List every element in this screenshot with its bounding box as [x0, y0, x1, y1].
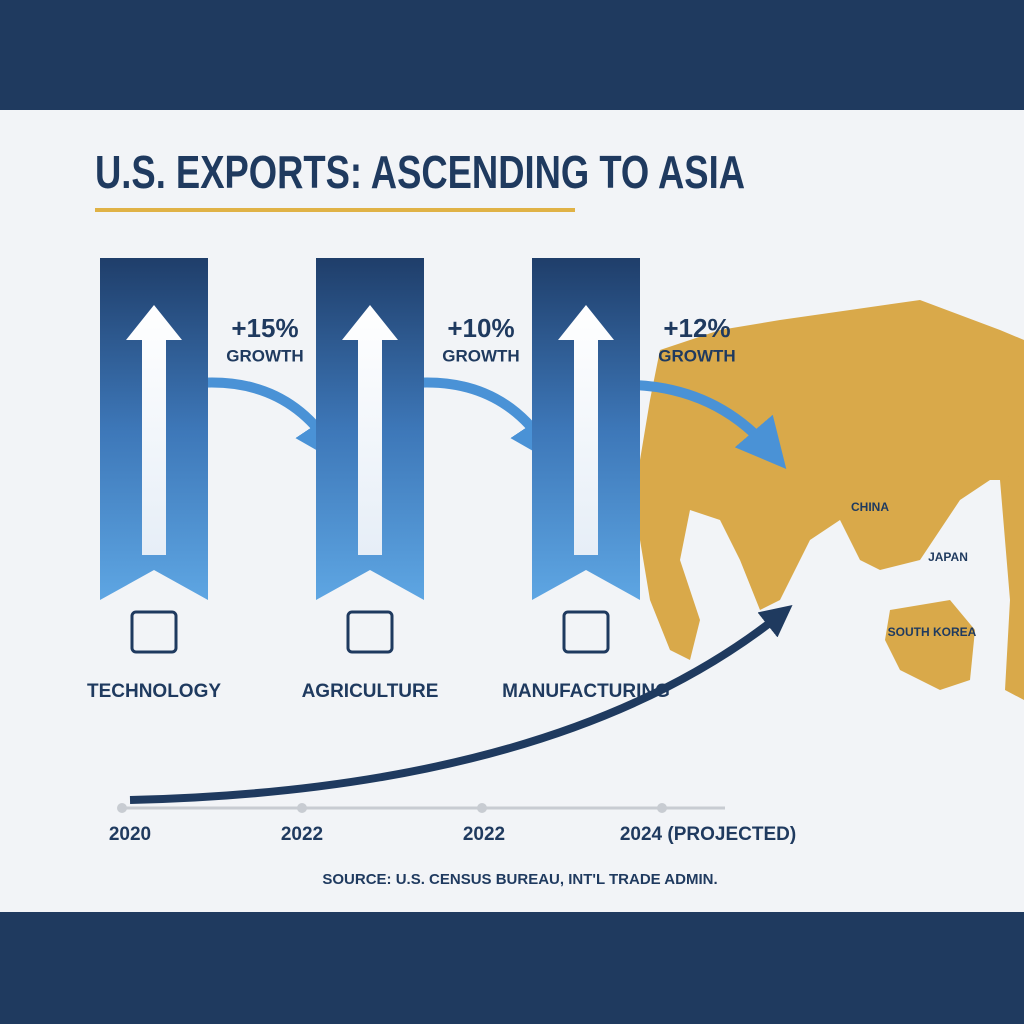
- timeline-dot: [117, 803, 127, 813]
- top-band: [0, 0, 1024, 110]
- panels: +15% GROWTH TECHNOLOGY +10% GROWTH AGRICULTUR…: [87, 258, 736, 702]
- timeline-label: 2024 (PROJECTED): [620, 824, 796, 845]
- timeline-dot: [657, 803, 667, 813]
- growth-value: +12%: [663, 313, 730, 343]
- timeline-label: 2022: [281, 824, 323, 845]
- growth-label: GROWTH: [226, 346, 303, 365]
- map: [640, 300, 1024, 700]
- up-arrow: [126, 305, 182, 555]
- category-label: MANUFACTURING: [502, 681, 670, 702]
- map-label: SOUTH KOREA: [888, 625, 977, 639]
- title: U.S. EXPORTS: ASCENDING TO ASIA: [95, 146, 745, 198]
- category-icon: [130, 610, 178, 654]
- map-label: CHINA: [851, 500, 889, 514]
- category-label: TECHNOLOGY: [87, 681, 221, 702]
- timeline-label: 2020: [109, 824, 151, 845]
- timeline-label: 2022: [463, 824, 505, 845]
- growth-label: GROWTH: [442, 346, 519, 365]
- up-arrow: [342, 305, 398, 555]
- growth-value: +10%: [447, 313, 514, 343]
- source: SOURCE: U.S. CENSUS BUREAU, INT'L TRADE …: [322, 871, 717, 888]
- up-arrow: [558, 305, 614, 555]
- category-icon: [562, 610, 610, 654]
- bottom-band: [0, 912, 1024, 1024]
- map-label: JAPAN: [928, 550, 968, 564]
- trend-arrow: [129, 605, 793, 804]
- category-icon: [346, 610, 394, 654]
- category-label: AGRICULTURE: [302, 681, 439, 702]
- growth-value: +15%: [231, 313, 298, 343]
- timeline-labels: 2020 2022 2022 2024 (PROJECTED): [109, 803, 796, 845]
- title-underline: [95, 208, 575, 212]
- growth-label: GROWTH: [658, 346, 735, 365]
- timeline-dot: [297, 803, 307, 813]
- timeline-dot: [477, 803, 487, 813]
